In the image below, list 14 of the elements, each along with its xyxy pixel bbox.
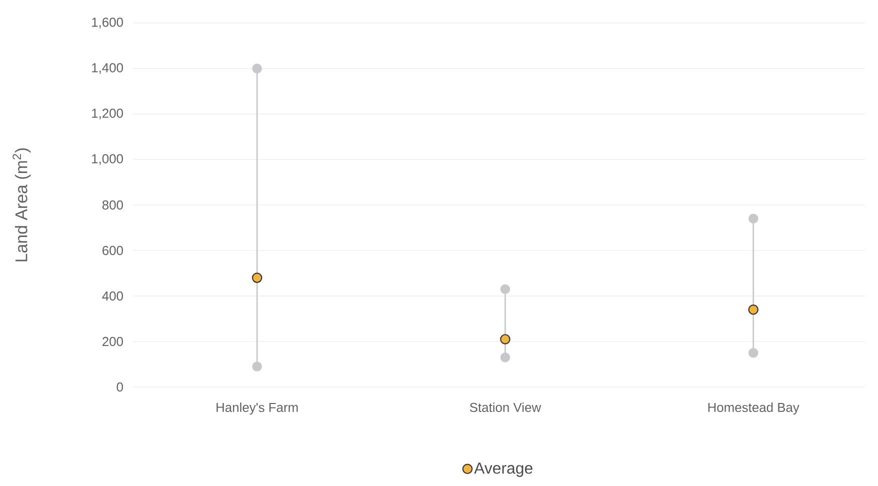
y-tick-label: 0	[116, 382, 123, 392]
x-tick-label: Homestead Bay	[708, 402, 800, 415]
y-tick-label: 1,400	[92, 63, 123, 74]
x-tick-label: Hanley's Farm	[216, 402, 298, 415]
y-tick-label: 1,600	[92, 18, 123, 28]
y-tick-label: 1,200	[92, 108, 123, 120]
y-axis-title: Land Area (m$^{2}$)	[12, 148, 31, 262]
y-tick-label: 400	[102, 291, 123, 301]
y-tick-label: 200	[102, 336, 123, 346]
y-tick-label: 1,000	[92, 154, 123, 165]
x-tick-label: Station View	[470, 402, 542, 412]
y-tick-label: 600	[102, 246, 123, 256]
legend-label: Average	[474, 462, 532, 477]
y-tick-label: 800	[102, 200, 123, 210]
